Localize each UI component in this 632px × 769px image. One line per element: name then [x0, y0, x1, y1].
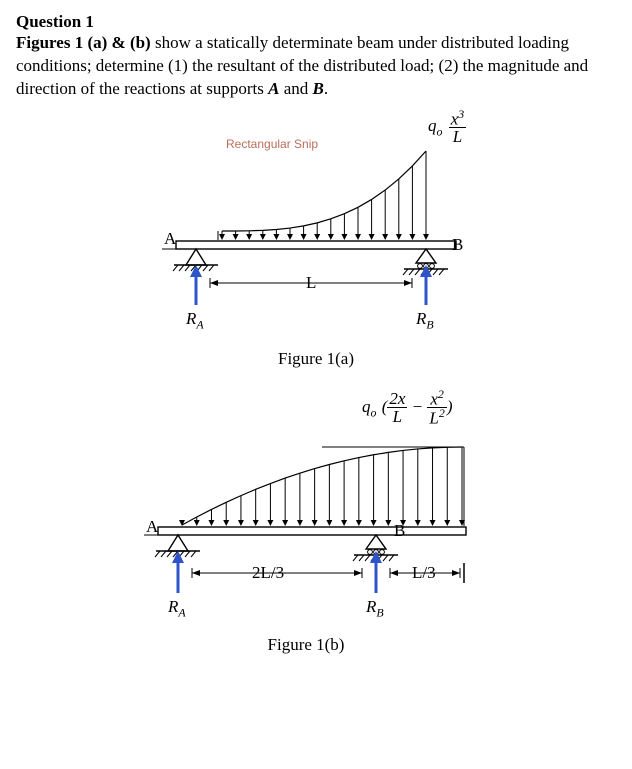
- fig1b-label-RB: RB: [366, 597, 384, 620]
- fig1b-dim-L3: L/3: [412, 563, 436, 583]
- fig1a-load-expression: qo x3 L: [428, 109, 466, 146]
- fig1a-label-A: A: [164, 229, 176, 249]
- fig1b-label-RA: RA: [168, 597, 186, 620]
- fig1b-label-A: A: [146, 517, 158, 537]
- rectangular-snip-watermark: Rectangular Snip: [226, 137, 318, 151]
- fig1a-label-L: L: [306, 273, 316, 293]
- fig1b-load-expression: qo (2xL − x2L2): [362, 389, 453, 427]
- figure-1a: Rectangular Snip qo x3 L A B L RA RB: [136, 115, 496, 345]
- fig1b-dim-2L3: 2L/3: [252, 563, 284, 583]
- fig1a-label-RB: RB: [416, 309, 434, 332]
- figure-1b: qo (2xL − x2L2) A B 2L/3 L/3 RA RB: [116, 391, 496, 631]
- fig1a-caption: Figure 1(a): [136, 349, 496, 369]
- question-title: Question 1: [16, 12, 616, 32]
- question-body: Figures 1 (a) & (b) show a statically de…: [16, 32, 616, 101]
- fig1b-label-B: B: [394, 521, 405, 541]
- fig1a-label-B: B: [452, 235, 463, 255]
- fig1a-label-RA: RA: [186, 309, 204, 332]
- fig1b-caption: Figure 1(b): [116, 635, 496, 655]
